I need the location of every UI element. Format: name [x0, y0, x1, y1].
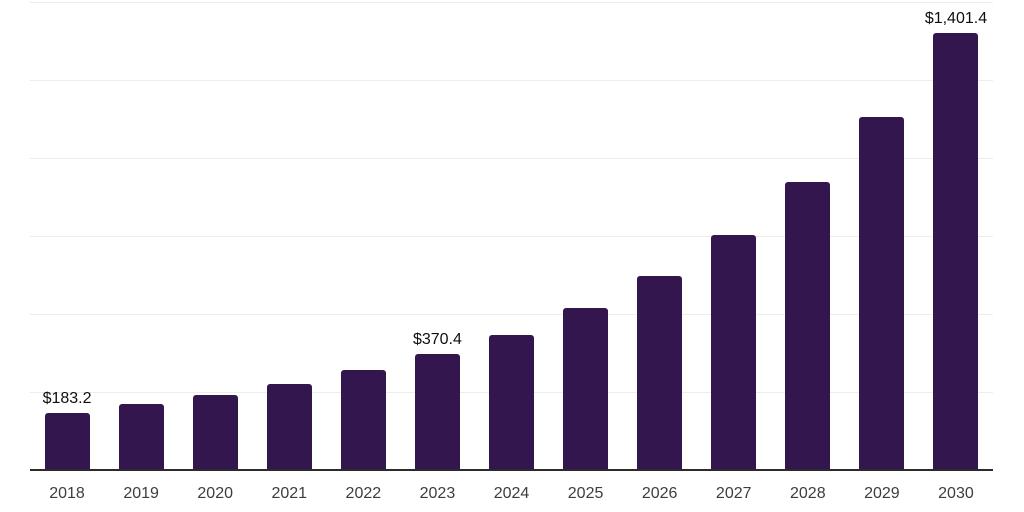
- bar-2025: [563, 308, 609, 470]
- x-axis-line: [30, 469, 993, 471]
- x-tick-2030: 2030: [938, 485, 974, 502]
- bar-2022: [340, 370, 386, 470]
- x-tick-2020: 2020: [197, 485, 233, 502]
- bar-2026: [637, 276, 683, 470]
- bar-2018: [44, 412, 90, 470]
- data-label-2018: $183.2: [42, 389, 92, 407]
- x-tick-2029: 2029: [864, 485, 900, 502]
- gridline-1500: [30, 2, 993, 3]
- gridline-1250: [30, 80, 993, 81]
- x-tick-2018: 2018: [49, 485, 85, 502]
- gridline-750: [30, 236, 993, 237]
- bar-2027: [711, 235, 757, 470]
- gridline-500: [30, 314, 993, 315]
- bar-2029: [859, 117, 905, 470]
- gridline-1000: [30, 158, 993, 159]
- x-tick-2026: 2026: [641, 485, 678, 502]
- bar-2020: [192, 395, 238, 470]
- bar-2019: [118, 404, 164, 470]
- bar-2024: [489, 334, 534, 470]
- x-tick-2023: 2023: [419, 485, 456, 502]
- x-tick-2019: 2019: [123, 485, 159, 502]
- x-tick-2022: 2022: [345, 485, 382, 502]
- data-label-2023: $370.4: [412, 331, 462, 349]
- x-tick-2027: 2027: [715, 485, 752, 502]
- x-tick-2028: 2028: [790, 485, 826, 502]
- data-label-2030: $1,401.4: [924, 9, 988, 27]
- x-tick-2025: 2025: [567, 485, 604, 502]
- x-tick-2021: 2021: [271, 485, 308, 502]
- bar-2023: [414, 354, 460, 470]
- bar-2021: [266, 384, 312, 470]
- bar-2030: [933, 32, 979, 470]
- x-tick-2024: 2024: [493, 485, 530, 502]
- bar-2028: [785, 181, 831, 470]
- plot-area: $183.2 2018 2019 2020 2021 2022 $370.4 2023 2024…: [30, 0, 993, 512]
